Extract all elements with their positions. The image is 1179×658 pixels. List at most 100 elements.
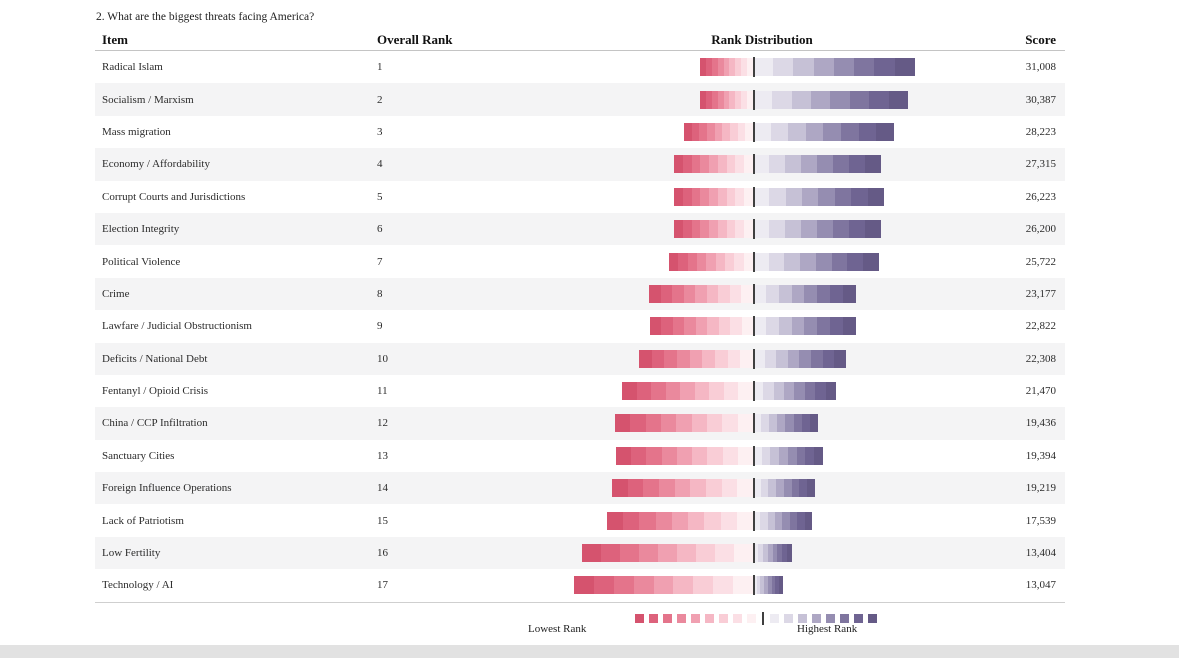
table-row: Radical Islam 1 31,008: [95, 51, 1065, 83]
rank-distribution-cell: [557, 148, 967, 180]
score-value: 21,470: [1025, 385, 1056, 398]
rank-distribution-cell: [557, 83, 967, 115]
score-value: 26,200: [1025, 223, 1056, 236]
header-overall-rank: Overall Rank: [377, 32, 453, 47]
rank-distribution-cell: [557, 116, 967, 148]
rank-distribution-bar: [622, 382, 836, 401]
score-value: 26,223: [1025, 190, 1056, 203]
overall-rank-value: 9: [377, 320, 383, 333]
rank-distribution-bar: [615, 414, 818, 433]
median-tick: [753, 316, 755, 337]
overall-rank-value: 17: [377, 579, 388, 592]
rank-distribution-cell: [557, 245, 967, 277]
median-tick: [753, 510, 755, 531]
median-tick: [753, 251, 755, 272]
table-row: Lack of Patriotism 15 17,539: [95, 504, 1065, 536]
rank-distribution-bar: [674, 155, 881, 174]
rank-distribution-cell: [557, 569, 967, 601]
item-label: Lawfare / Judicial Obstructionism: [102, 320, 252, 333]
item-label: Socialism / Marxism: [102, 93, 194, 106]
rank-distribution-bar: [674, 220, 881, 239]
table-row: Deficits / National Debt 10 22,308: [95, 342, 1065, 375]
table-row: Mass migration 3 28,223: [95, 116, 1065, 148]
rank-distribution-cell: [557, 213, 967, 245]
score-value: 27,315: [1025, 158, 1056, 171]
score-value: 17,539: [1025, 514, 1056, 527]
score-value: 22,822: [1025, 320, 1056, 333]
rank-distribution-cell: [557, 537, 967, 569]
bottom-letterbox-strip: [0, 645, 1179, 658]
score-value: 22,308: [1025, 352, 1056, 365]
item-label: Election Integrity: [102, 223, 180, 236]
median-tick: [753, 89, 755, 110]
table-row: Corrupt Courts and Jurisdictions 5 26,22…: [95, 181, 1065, 213]
item-label: Sanctuary Cities: [102, 449, 175, 462]
rank-distribution-cell: [557, 51, 967, 83]
overall-rank-value: 5: [377, 190, 383, 203]
rank-distribution-bar: [574, 576, 783, 595]
median-tick: [753, 186, 755, 207]
rank-distribution-bar: [649, 284, 856, 303]
item-label: Crime: [102, 287, 130, 300]
item-label: Radical Islam: [102, 61, 163, 74]
overall-rank-value: 4: [377, 158, 383, 171]
median-tick: [753, 478, 755, 499]
overall-rank-value: 2: [377, 93, 383, 106]
rank-distribution-cell: [557, 310, 967, 342]
rank-distribution-cell: [557, 181, 967, 213]
score-value: 31,008: [1025, 61, 1056, 74]
item-label: Technology / AI: [102, 579, 174, 592]
rank-distribution-bar: [674, 187, 884, 206]
rank-distribution-bar: [582, 544, 792, 563]
rank-distribution-bar: [684, 122, 894, 141]
header-score: Score: [1025, 32, 1056, 47]
page-title: 2. What are the biggest threats facing A…: [96, 11, 315, 23]
overall-rank-value: 13: [377, 449, 388, 462]
overall-rank-value: 1: [377, 61, 383, 74]
item-label: Low Fertility: [102, 547, 161, 560]
rank-distribution-cell: [557, 278, 967, 310]
median-tick: [753, 219, 755, 240]
score-value: 19,219: [1025, 482, 1056, 495]
legend-highest-rank-label: Highest Rank: [797, 623, 858, 635]
table-row: Crime 8 23,177: [95, 277, 1065, 311]
table-row: Economy / Affordability 4 27,315: [95, 148, 1065, 181]
rank-distribution-bar: [607, 511, 812, 530]
score-value: 28,223: [1025, 125, 1056, 138]
overall-rank-value: 8: [377, 287, 383, 300]
item-label: Deficits / National Debt: [102, 352, 208, 365]
header-rank-distribution: Rank Distribution: [711, 32, 813, 47]
median-tick: [753, 121, 755, 142]
median-tick: [753, 543, 755, 564]
header-item: Item: [102, 32, 128, 47]
rank-distribution-cell: [557, 440, 967, 472]
item-label: Lack of Patriotism: [102, 514, 184, 527]
overall-rank-value: 6: [377, 223, 383, 236]
rank-distribution-bar: [700, 90, 908, 109]
table-row: Technology / AI 17 13,047: [95, 569, 1065, 601]
score-value: 30,387: [1025, 93, 1056, 106]
rank-distribution-bar: [616, 446, 823, 465]
item-label: Mass migration: [102, 125, 171, 138]
median-tick: [753, 283, 755, 304]
table-body: Radical Islam 1 31,008 Socialism / Marxi…: [95, 51, 1065, 603]
rank-distribution-bar: [639, 349, 846, 368]
rank-distribution-bar: [650, 317, 856, 336]
score-value: 13,404: [1025, 547, 1056, 560]
median-tick: [753, 348, 755, 369]
legend-color-scale: [635, 612, 877, 625]
legend: Lowest Rank Highest Rank: [0, 606, 1179, 642]
score-value: 19,436: [1025, 417, 1056, 430]
rank-distribution-cell: [557, 407, 967, 439]
table-row: Election Integrity 6 26,200: [95, 212, 1065, 246]
score-value: 23,177: [1025, 287, 1056, 300]
rank-distribution-bar: [612, 479, 815, 498]
median-tick: [753, 381, 755, 402]
rank-distribution-cell: [557, 472, 967, 504]
overall-rank-value: 3: [377, 125, 383, 138]
median-tick: [753, 575, 755, 596]
overall-rank-value: 15: [377, 514, 388, 527]
item-label: Foreign Influence Operations: [102, 482, 232, 495]
table-row: Socialism / Marxism 2 30,387: [95, 83, 1065, 116]
